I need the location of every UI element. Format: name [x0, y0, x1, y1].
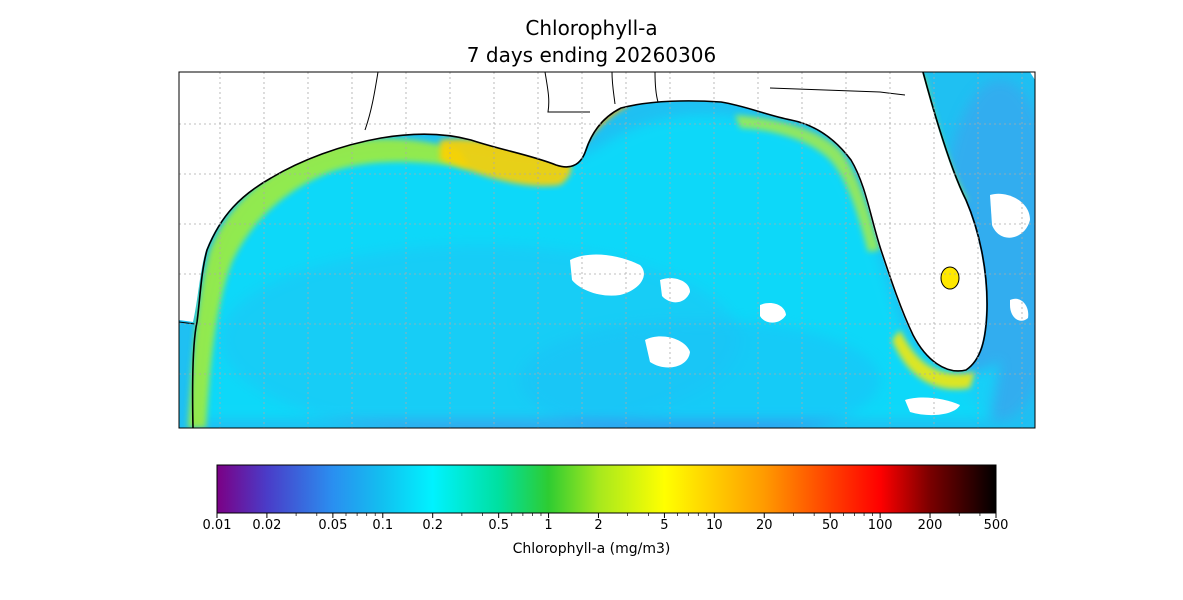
lake-okeechobee: [940, 266, 960, 290]
colorbar: [216, 464, 997, 514]
florida-west-band: [735, 115, 880, 252]
colorbar-tick-label-10: 20: [755, 518, 773, 533]
state-border-la-ms: [544, 72, 590, 113]
figure-title: Chlorophyll-a: [525, 16, 658, 40]
figure-subtitle: 7 days ending 20260306: [466, 43, 717, 67]
florida-bay-band: [892, 330, 975, 390]
coastline: [191, 72, 988, 428]
colorbar-tick-label-2: 0.05: [318, 518, 348, 533]
colorbar-tick-label-14: 500: [983, 518, 1009, 533]
cloud-gaps: [570, 193, 1030, 416]
colorbar-tick-label-12: 100: [867, 518, 893, 533]
colorbar-tick-label-9: 10: [706, 518, 723, 533]
land-mass: [179, 72, 987, 371]
state-border-fl-ga: [769, 87, 906, 96]
colorbar-tick-label-5: 0.5: [488, 518, 509, 533]
state-border-ms-al: [611, 72, 616, 105]
map-area: [179, 72, 1035, 428]
colorbar-tick-label-0: 0.01: [202, 518, 232, 533]
colorbar-tick-label-13: 200: [917, 518, 943, 533]
colorbar-tick-label-6: 1: [544, 518, 553, 533]
texas-coastal-band: [188, 138, 470, 428]
colorbar-tick-label-3: 0.1: [372, 518, 394, 533]
map-gridlines: [179, 72, 1035, 428]
colorbar-tick-label-8: 5: [660, 518, 669, 533]
colorbar-ticks: [216, 513, 997, 518]
colorbar-tick-label-1: 0.02: [252, 518, 282, 533]
colorbar-tick-label-7: 2: [594, 518, 603, 533]
border-mexico: [179, 321, 196, 325]
colorbar-tick-label-11: 50: [821, 518, 839, 533]
colorbar-label: Chlorophyll-a (mg/m3): [512, 541, 671, 557]
map-frame: [178, 71, 1036, 429]
colorbar-tick-label-4: 0.2: [422, 518, 444, 533]
state-border-tx-la: [364, 72, 379, 131]
state-border-al-fl: [654, 72, 659, 103]
